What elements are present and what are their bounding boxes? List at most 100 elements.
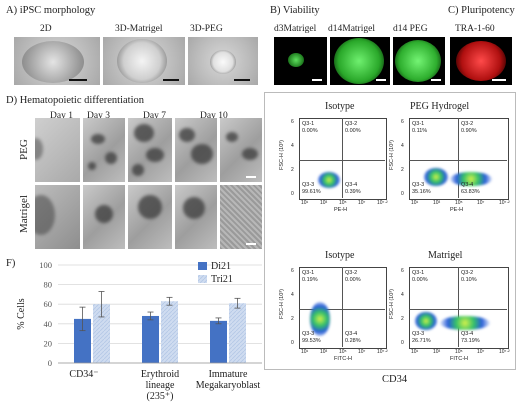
y-tick-label: 20 [44,338,53,348]
bar-tri21 [229,303,246,363]
fc-y-axis-label: FSC-H (10³) [389,140,395,170]
peg-day3-image [83,118,125,182]
x-category-label: Megakaryoblast [196,380,261,391]
fc-x-tick: 10³ [433,200,441,206]
fc-y-tick: 0 [291,191,294,197]
fc-x-tick: 10⁷·² [499,200,510,206]
fc-plot-area [299,118,387,200]
panel-b-col-d14peg: d14 PEG [393,24,428,34]
fc-y-tick: 4 [291,143,294,149]
fc-y-tick: 2 [401,167,404,173]
fc-event-cloud [450,172,492,186]
bar-tri21 [93,304,110,363]
fc-y-tick: 0 [401,191,404,197]
viability-d14-peg-image [393,37,445,85]
panel-a-title: A) iPSC morphology [6,5,96,16]
fc-event-cloud [440,316,490,330]
fc-x-tick: 10³ [433,349,441,355]
bar-di21 [74,318,91,363]
fc-x-tick: 10⁵ [455,200,463,206]
y-tick-label: 60 [44,299,53,309]
pluripotency-image [450,37,512,85]
fc-x-tick: 10⁷ [477,200,485,206]
fc-y-tick: 6 [401,268,404,274]
fc-plot-title: Isotype [325,101,355,112]
fc-quadrant-q2: Q3-2 0.10% [461,270,477,283]
fc-gate-horizontal [409,160,507,161]
fc-y-tick: 2 [401,316,404,322]
fc-quadrant-q2: Q3-2 0.00% [345,121,361,134]
day-3-label: Day 3 [87,111,110,121]
fc-quadrant-q3: Q3-3 99.61% [302,182,321,195]
fc-y-tick: 0 [401,340,404,346]
fc-x-axis-label: FITC-H [450,356,469,362]
y-tick-label: 40 [44,319,53,329]
fc-y-tick: 2 [291,316,294,322]
fc-event-cloud [310,302,330,336]
fc-quadrant-q1: Q3-1 0.11% [412,121,428,134]
matrigel-day10-image [175,185,217,249]
fc-y-axis-label: FSC-H (10³) [279,140,285,170]
fc-quadrant-q4: Q3-4 73.19% [461,331,480,344]
fc-quadrant-q3: Q3-3 35.16% [412,182,431,195]
peg-day1-image [35,118,80,182]
fc-quadrant-q2: Q3-2 0.00% [345,270,361,283]
fc-plot-area [409,118,509,200]
panel-f-title: F) [6,258,16,269]
fc-gate-horizontal [409,309,507,310]
fc-y-tick: 4 [291,292,294,298]
panel-d-title: D) Hematopoietic differentiation [6,95,145,106]
fc-x-tick: 10³ [320,349,328,355]
fc-y-tick: 6 [401,119,404,125]
fc-gate-horizontal [299,309,385,310]
x-category-label: CD34⁻ [69,369,98,380]
legend-label-tri21: Tri21 [211,274,233,285]
fc-y-tick: 4 [401,292,404,298]
ipsc-3d-peg-image [188,37,258,85]
fc-y-axis-label: FSC-H (10³) [279,289,285,319]
y-tick-label: 80 [44,280,53,290]
peg-day10b-image [220,118,262,182]
fc-quadrant-q4: Q3-4 63.83% [461,182,480,195]
fc-x-tick: 10¹ [411,200,419,206]
fc-x-tick: 10⁷·² [377,200,388,206]
panel-a-col-2d: 2D [40,24,52,34]
fc-event-cloud [318,172,340,188]
viability-d14-matrigel-image [330,37,390,85]
bar-di21 [210,320,227,363]
fc-quadrant-q4: Q3-4 0.39% [345,182,361,195]
fc-x-tick: 10⁵ [455,349,463,355]
legend-swatch [198,275,207,283]
fc-x-tick: 10³ [320,200,328,206]
legend-label-di21: Di21 [211,261,231,272]
panel-e-footer-label: CD34 [382,374,408,385]
matrigel-day10b-image [220,185,262,249]
fc-y-tick: 0 [291,340,294,346]
fc-x-tick: 10⁷ [358,200,366,206]
fc-event-cloud [415,312,437,330]
fc-x-tick: 10¹ [301,200,309,206]
matrigel-day3-image [83,185,125,249]
fc-quadrant-q4: Q3-4 0.28% [345,331,361,344]
fc-gate-vertical [342,118,343,198]
fc-x-tick: 10⁷·² [499,349,510,355]
panel-c-col-tra160: TRA-1-60 [455,24,495,34]
fc-x-tick: 10⁷·² [377,349,388,355]
x-category-label: (235⁺) [147,391,174,402]
fc-x-tick: 10⁵ [339,200,347,206]
fc-y-tick: 2 [291,167,294,173]
fc-x-tick: 10⁷ [477,349,485,355]
fc-plot-area [409,267,509,349]
fc-quadrant-q3: Q3-3 99.53% [302,331,321,344]
fc-y-tick: 6 [291,268,294,274]
fc-plot-title: Matrigel [428,250,463,261]
day-1-label: Day 1 [50,111,73,121]
fc-x-tick: 10¹ [301,349,309,355]
x-category-label: lineage [146,380,175,391]
bar-di21 [142,315,159,363]
fc-x-axis-label: PE-H [450,207,464,213]
fc-x-tick: 10¹ [411,349,419,355]
row-label-matrigel: Matrigel [18,195,30,233]
matrigel-day1-image [35,185,80,249]
panel-b-col-d3matrigel: d3Matrigel [274,24,317,34]
